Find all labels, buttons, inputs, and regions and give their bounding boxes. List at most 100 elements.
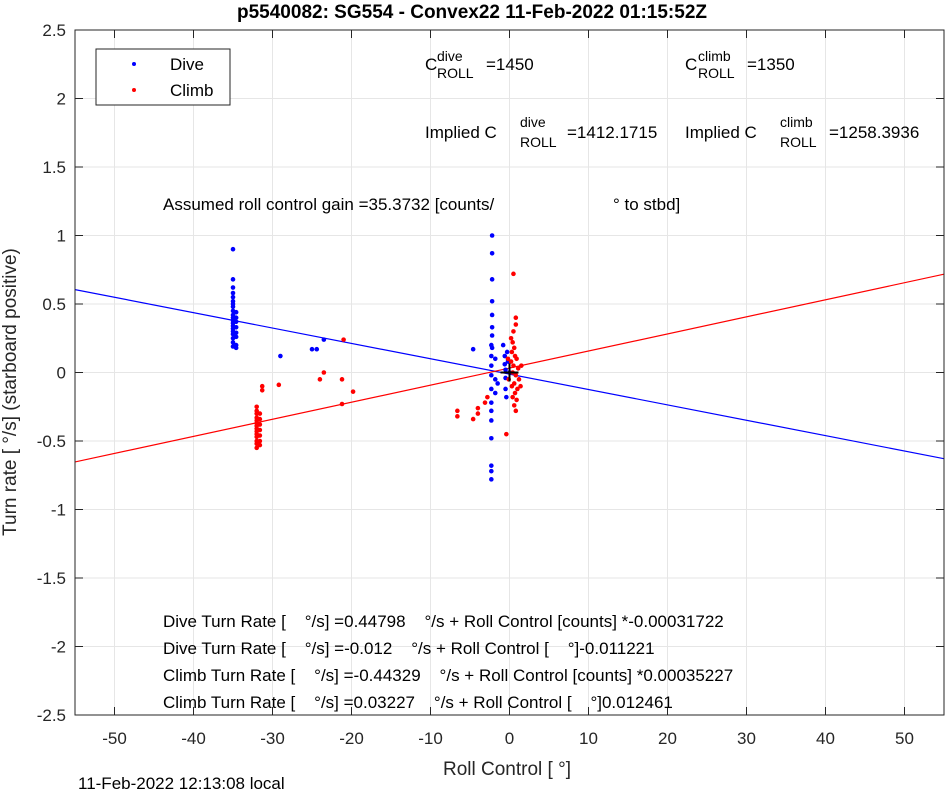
c-climb-sup: climb [698,48,731,64]
y-tick-label: -2.5 [37,706,66,725]
data-point [230,290,236,296]
climb-equation-degrees: Climb Turn Rate [ °/s] =0.03227 °/s + Ro… [163,693,673,712]
data-point [509,383,515,389]
data-point [504,349,510,355]
data-point [489,345,495,351]
x-tick-label: -30 [260,729,285,748]
data-point [257,416,263,422]
c-dive-sup: dive [437,48,463,64]
roll-gain-unit: ° to stbd] [613,195,680,214]
data-point [470,416,476,422]
y-tick-label: -2 [51,638,66,657]
tick-labels: -50 -40 -30 -20 -10 0 10 20 30 40 50-2.5-2-1.5-1-0… [37,21,944,748]
data-point [257,442,263,448]
x-tick-label: -10 [418,729,443,748]
data-point [233,330,239,336]
chart-title: p5540082: SG554 - Convex22 11-Feb-2022 0… [237,2,707,23]
data-point [489,233,495,238]
data-point [321,370,327,375]
implied-climb-value: =1258.3936 [829,123,919,142]
data-point [489,408,494,414]
c-climb-main: C [685,55,697,74]
data-point [513,322,519,327]
legend-dive-marker [132,62,136,66]
data-point [489,386,494,392]
data-point [511,329,516,334]
data-point [505,356,511,362]
c-climb-value: =1350 [747,55,795,74]
data-point [519,363,524,368]
y-tick-label: 0 [57,364,66,383]
implied-dive-sub: ROLL [520,134,557,150]
data-point [514,397,519,403]
x-tick-label: -50 [102,729,127,748]
data-point [489,468,494,474]
data-point [513,408,519,414]
data-point [254,404,259,410]
x-tick-label: -20 [339,729,364,748]
data-point [257,438,263,444]
data-point [489,251,495,256]
legend-dive-label: Dive [170,55,204,74]
data-point [511,345,517,351]
data-point [341,337,346,342]
data-point [502,361,508,367]
x-tick-label: 0 [505,729,514,748]
data-point [508,359,514,364]
implied-dive-annotation: Implied C dive ROLL =1412.1715 [425,114,657,150]
x-tick-label: 20 [658,729,677,748]
data-point [510,394,515,400]
data-point [492,377,498,382]
legend: Dive Climb [95,48,231,106]
data-point [482,400,488,405]
data-point [503,386,508,392]
x-tick-label: -40 [181,729,206,748]
data-point [230,294,236,300]
series-dive [230,233,512,482]
data-point [350,389,356,394]
implied-dive-sup: dive [520,114,546,130]
implied-climb-sup: climb [780,114,813,130]
data-point [317,377,323,382]
data-point [254,411,259,416]
data-point [475,411,481,416]
data-point [509,349,515,355]
data-point [515,386,520,392]
data-point [233,309,239,315]
data-point [455,408,460,414]
data-point [339,377,345,382]
data-point [339,401,345,407]
data-point [314,346,320,352]
c-climb-sub: ROLL [698,65,735,81]
x-tick-label: 30 [737,729,756,748]
data-point [513,315,519,321]
data-point [510,340,515,345]
data-point [489,435,494,441]
data-point [489,277,495,282]
data-point [233,315,239,321]
data-point [489,400,494,405]
data-point [257,427,263,433]
legend-box [95,48,231,106]
data-point [489,353,494,359]
data-point [230,285,236,290]
data-point [504,394,509,400]
data-point [489,477,494,482]
legend-climb-label: Climb [170,81,213,100]
data-point [503,367,508,373]
data-point [257,433,263,438]
y-tick-label: 0.5 [42,295,66,314]
implied-climb-main: Implied C [685,123,757,142]
dive-equation-degrees: Dive Turn Rate [ °/s] =-0.012 °/s + Roll… [163,639,655,658]
data-point [489,312,495,318]
data-point [518,383,523,389]
data-point [489,324,495,330]
y-tick-label: -1 [51,501,66,520]
y-tick-label: -0.5 [37,432,66,451]
dive-equation-counts: Dive Turn Rate [ °/s] =0.44798 °/s + Rol… [163,612,724,631]
data-point [511,271,516,277]
implied-dive-main: Implied C [425,123,497,142]
y-tick-label: 1.5 [42,158,66,177]
data-point [516,377,522,382]
